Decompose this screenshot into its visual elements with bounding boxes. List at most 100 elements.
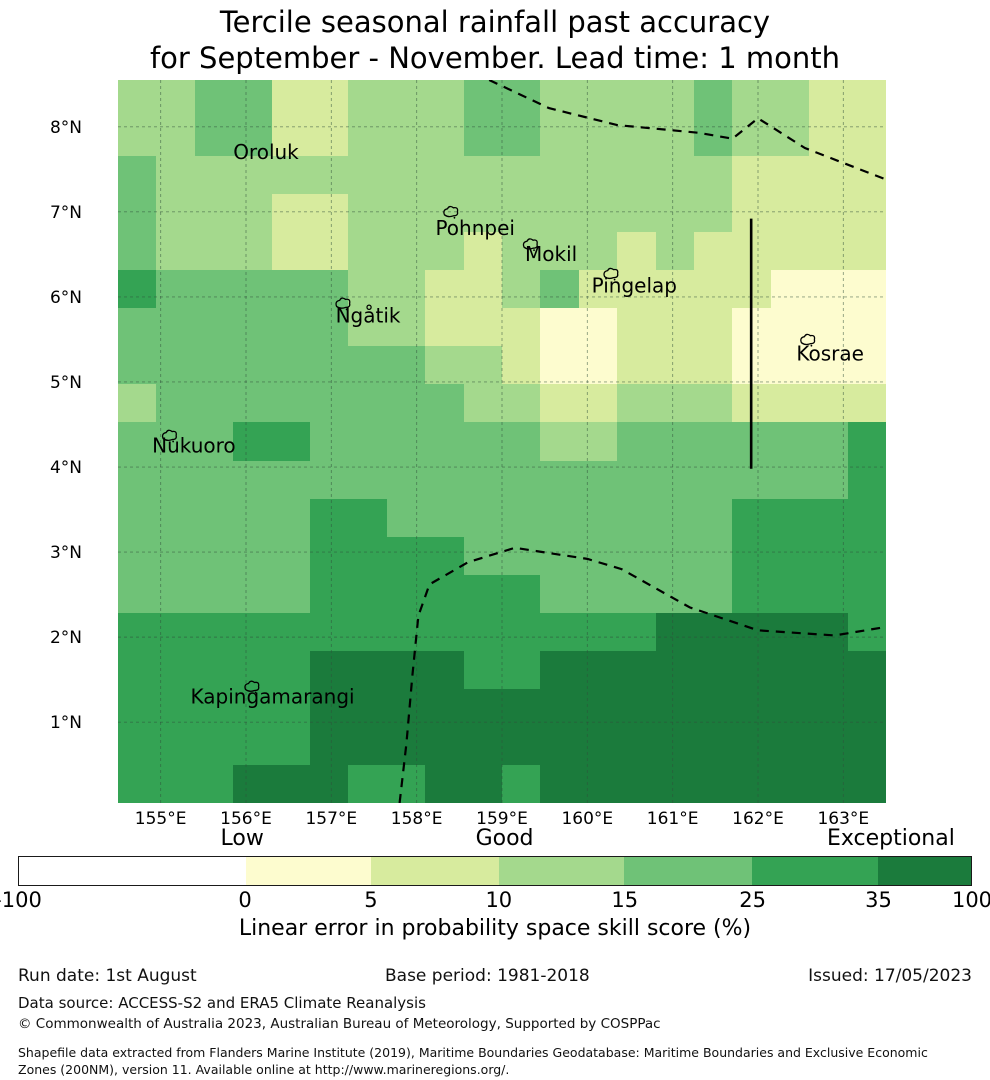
heatmap-cell (194, 726, 234, 765)
heatmap-cell (463, 118, 502, 157)
heatmap-cell (732, 308, 771, 347)
heatmap-cell (655, 156, 694, 195)
heatmap-cell (732, 726, 771, 765)
heatmap-cell (310, 726, 349, 765)
heatmap-cell (386, 194, 426, 233)
heatmap-cell (694, 688, 733, 727)
heatmap-cell (271, 422, 310, 461)
heatmap-cell (732, 80, 771, 119)
heatmap-cell (386, 688, 426, 727)
heatmap-cell (194, 118, 234, 157)
heatmap-cell (694, 422, 733, 461)
heatmap-cell (809, 726, 848, 765)
heatmap-cell (540, 270, 579, 309)
heatmap-cell (194, 232, 234, 271)
heatmap-cell (348, 498, 387, 537)
colorbar-tick-label: 35 (865, 888, 892, 912)
heatmap-cell (348, 346, 387, 385)
colorbar-tick-label: 100 (951, 888, 990, 912)
heatmap-cell (732, 574, 771, 613)
heatmap-cell (386, 498, 426, 537)
heatmap-cell (156, 118, 195, 157)
heatmap-cell (233, 764, 272, 803)
heatmap-cell (847, 80, 886, 119)
footer-run-date: Run date: 1st August (18, 966, 197, 986)
heatmap-cell (194, 612, 234, 651)
heatmap-cell (847, 498, 886, 537)
colorbar-band (752, 857, 878, 885)
heatmap-cell (310, 270, 349, 309)
x-axis-tick-label: 160°E (561, 809, 614, 829)
heatmap-cell (425, 498, 464, 537)
heatmap-cell (694, 764, 733, 803)
x-axis-tick-label: 156°E (220, 809, 272, 829)
colorbar-band (371, 857, 499, 885)
heatmap-cell (118, 498, 157, 537)
heatmap-cell (425, 232, 464, 271)
heatmap-cell (847, 346, 886, 385)
heatmap-cell (694, 194, 733, 233)
colorbar-band (877, 857, 971, 885)
heatmap-cell (770, 460, 810, 499)
heatmap-grid (118, 80, 886, 803)
heatmap-cell (463, 764, 502, 803)
heatmap-cell (809, 80, 848, 119)
heatmap-cell (540, 726, 579, 765)
heatmap-cell (809, 460, 848, 499)
heatmap-cell (348, 194, 387, 233)
heatmap-cell (271, 156, 310, 195)
colorbar-tick-label: 10 (485, 888, 513, 912)
footer: Run date: 1st August Base period: 1981-2… (0, 966, 990, 1077)
heatmap-cell (655, 422, 694, 461)
heatmap-cell (617, 612, 656, 651)
heatmap-cell (732, 194, 771, 233)
heatmap-cell (463, 232, 502, 271)
heatmap-cell (194, 536, 234, 575)
heatmap-cell (156, 80, 195, 119)
colorbar-band (498, 857, 625, 885)
heatmap-cell (732, 460, 771, 499)
heatmap-cell (502, 384, 541, 423)
heatmap-cell (348, 726, 387, 765)
heatmap-cell (847, 422, 886, 461)
heatmap-cell (425, 536, 464, 575)
heatmap-cell (233, 232, 272, 271)
heatmap-cell (310, 764, 349, 803)
heatmap-cell (271, 536, 310, 575)
heatmap-cell (694, 460, 733, 499)
colorbar-category-label: Exceptional (826, 826, 955, 851)
y-axis-tick-label: 8°N (49, 117, 82, 138)
heatmap-cell (770, 80, 810, 119)
heatmap-cell (348, 574, 387, 613)
heatmap-cell (617, 194, 656, 233)
heatmap-cell (578, 308, 618, 347)
heatmap-cell (732, 498, 771, 537)
heatmap-cell (578, 460, 618, 499)
heatmap-cell (655, 80, 694, 119)
heatmap-cell (655, 460, 694, 499)
heatmap-cell (310, 612, 349, 651)
footer-data-source: Data source: ACCESS-S2 and ERA5 Climate … (18, 994, 426, 1012)
heatmap-cell (502, 764, 541, 803)
heatmap-cell (310, 650, 349, 689)
heatmap-cell (233, 194, 272, 233)
heatmap-cell (694, 118, 733, 157)
heatmap-cell (847, 384, 886, 423)
heatmap-cell (271, 80, 310, 119)
heatmap-cell (578, 688, 618, 727)
heatmap-cell (578, 194, 618, 233)
heatmap-cell (770, 764, 810, 803)
heatmap-cell (194, 650, 234, 689)
heatmap-cell (463, 80, 502, 119)
heatmap-cell (156, 194, 195, 233)
colorbar-tick-labels: -100 0 5 10 15 25 35 100 (0, 888, 990, 914)
heatmap-cell (617, 156, 656, 195)
heatmap-cell (233, 80, 272, 119)
heatmap-cell (118, 574, 157, 613)
heatmap-cell (156, 536, 195, 575)
heatmap-cell (732, 118, 771, 157)
heatmap-cell (425, 460, 464, 499)
x-axis-tick-label: 157°E (305, 809, 358, 829)
heatmap-cell (156, 270, 195, 309)
heatmap-cell (809, 422, 848, 461)
